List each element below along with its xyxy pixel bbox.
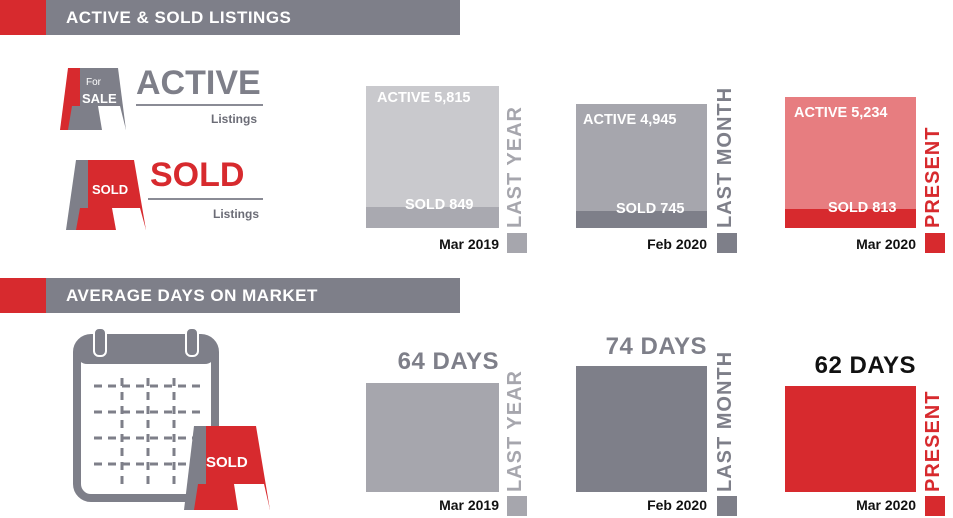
calendar-sign-text: SOLD bbox=[206, 454, 248, 471]
days-period-label-last-month: LAST MONTH bbox=[714, 350, 736, 492]
legend-sold-title: SOLD bbox=[150, 156, 245, 194]
days-square-mar-2019 bbox=[366, 383, 499, 492]
section2-accent bbox=[0, 278, 46, 313]
legend-sold-divider bbox=[148, 198, 263, 200]
days-label-feb-2020: 74 DAYS bbox=[605, 333, 707, 360]
date-label-mar-2020: Mar 2020 bbox=[856, 236, 916, 252]
legend-active-subtitle: Listings bbox=[210, 112, 257, 126]
calendar-sold-sign-icon bbox=[184, 426, 270, 510]
days-period-label-present: PRESENT bbox=[922, 390, 944, 492]
legend-sold-subtitle: Listings bbox=[212, 207, 259, 221]
sold-label-feb-2020: SOLD 745 bbox=[616, 201, 685, 217]
for-sale-sign-text-bottom: SALE bbox=[82, 91, 117, 106]
period-label-present: PRESENT bbox=[922, 126, 944, 228]
active-label-mar-2019: ACTIVE 5,815 bbox=[377, 90, 471, 106]
for-sale-sign-icon bbox=[60, 68, 126, 130]
days-date-label-mar-2020: Mar 2020 bbox=[856, 497, 916, 513]
days-period-tick-present bbox=[925, 496, 945, 516]
period-tick-last-month bbox=[717, 233, 737, 253]
active-square-mar-2019 bbox=[366, 86, 499, 228]
active-label-mar-2020: ACTIVE 5,234 bbox=[794, 105, 888, 121]
days-period-label-last-year: LAST YEAR bbox=[504, 370, 526, 492]
section1-accent bbox=[0, 0, 46, 35]
section1-header: ACTIVE & SOLD LISTINGS bbox=[46, 0, 460, 35]
sold-sign-icon bbox=[66, 160, 146, 230]
days-date-label-feb-2020: Feb 2020 bbox=[647, 497, 707, 513]
sold-label-mar-2019: SOLD 849 bbox=[405, 197, 474, 213]
days-square-feb-2020 bbox=[576, 366, 707, 492]
sold-bar-mar-2019 bbox=[366, 207, 499, 228]
legend-active-divider bbox=[136, 104, 263, 106]
days-label-mar-2020: 62 DAYS bbox=[814, 352, 916, 379]
period-label-last-year: LAST YEAR bbox=[504, 106, 526, 228]
days-period-tick-last-year bbox=[507, 496, 527, 516]
period-label-last-month: LAST MONTH bbox=[714, 86, 736, 228]
period-tick-present bbox=[925, 233, 945, 253]
calendar-icon bbox=[73, 327, 219, 502]
active-square-mar-2020 bbox=[785, 97, 916, 228]
days-label-mar-2019: 64 DAYS bbox=[397, 348, 499, 375]
sold-sign-text: SOLD bbox=[92, 182, 129, 197]
section2-title: AVERAGE DAYS ON MARKET bbox=[66, 285, 318, 305]
section1-title: ACTIVE & SOLD LISTINGS bbox=[66, 7, 292, 27]
days-period-tick-last-month bbox=[717, 496, 737, 516]
period-tick-last-year bbox=[507, 233, 527, 253]
date-label-feb-2020: Feb 2020 bbox=[647, 236, 707, 252]
legend-active-title: ACTIVE bbox=[136, 64, 261, 102]
days-date-label-mar-2019: Mar 2019 bbox=[439, 497, 499, 513]
sold-bar-feb-2020 bbox=[576, 211, 707, 228]
days-square-mar-2020 bbox=[785, 386, 916, 492]
for-sale-sign-text-top: For bbox=[86, 77, 101, 88]
date-label-mar-2019: Mar 2019 bbox=[439, 236, 499, 252]
sold-bar-mar-2020 bbox=[785, 209, 916, 228]
section2-header: AVERAGE DAYS ON MARKET bbox=[46, 278, 460, 313]
sold-label-mar-2020: SOLD 813 bbox=[828, 200, 897, 216]
active-square-feb-2020 bbox=[576, 104, 707, 228]
active-label-feb-2020: ACTIVE 4,945 bbox=[583, 112, 677, 128]
